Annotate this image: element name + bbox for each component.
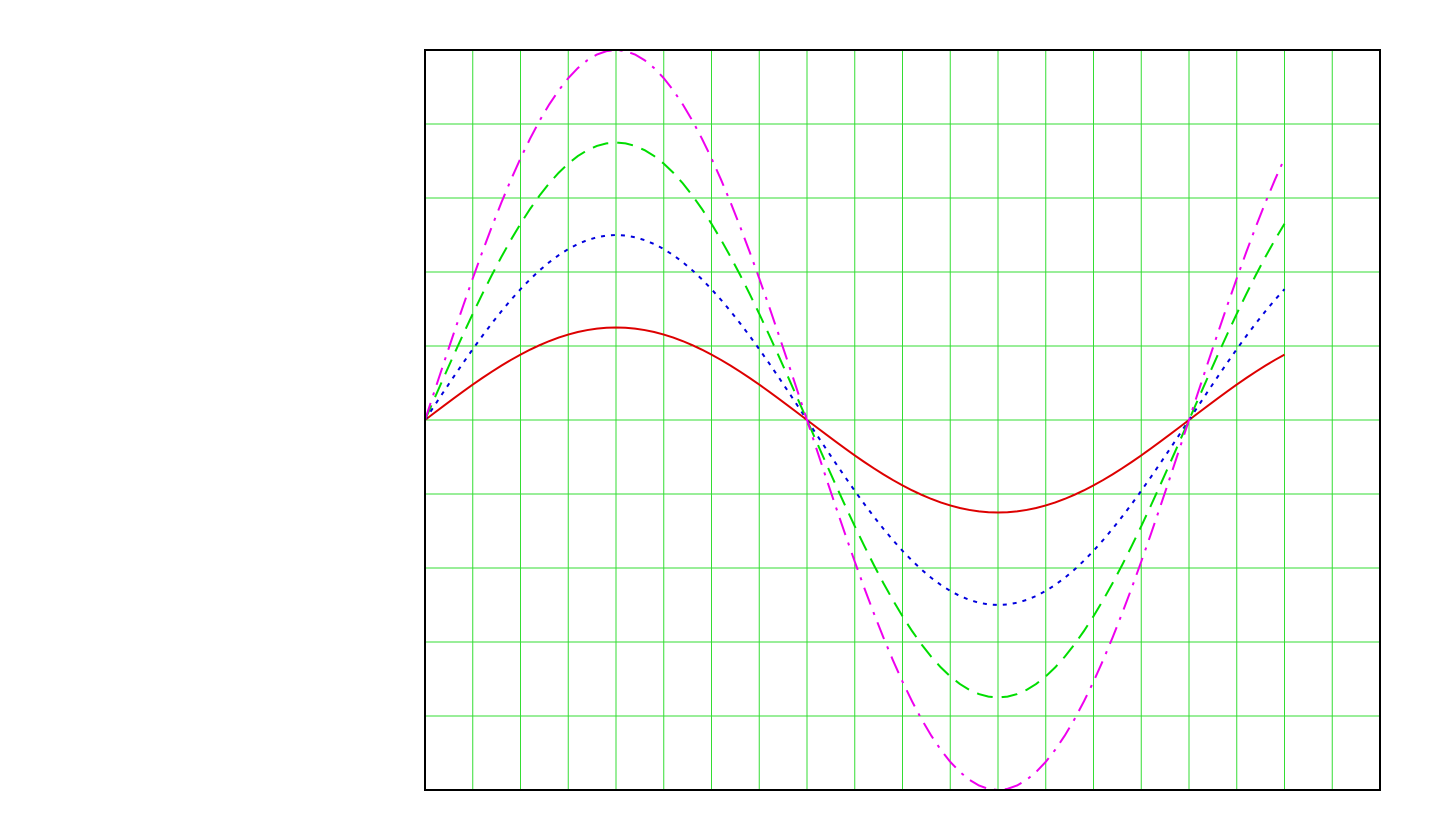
grid xyxy=(425,50,1380,790)
series-line-1 xyxy=(424,326,1285,514)
plot-frame xyxy=(424,49,1381,791)
series-line-4 xyxy=(424,48,1286,792)
series-line-3 xyxy=(424,141,1286,699)
series-group xyxy=(424,48,1286,792)
